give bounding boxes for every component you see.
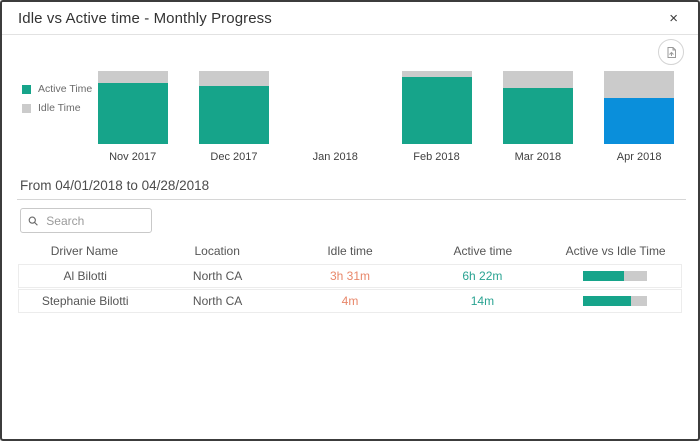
idle-time-cell: 4m [341, 294, 359, 308]
table-header-row: Driver Name Location Idle time Active ti… [18, 240, 682, 262]
chart-category-label: Apr 2018 [616, 151, 662, 163]
period-heading: From 04/01/2018 to 04/28/2018 [20, 178, 210, 193]
bar-stack [502, 71, 573, 144]
divider [17, 199, 686, 200]
driver-name-cell: Al Bilotti [63, 269, 107, 283]
column-header-driver-name: Driver Name [50, 244, 119, 258]
active-bar-segment[interactable] [198, 86, 269, 144]
chart-bar-group: Dec 2017 [183, 71, 284, 163]
progress-fill [582, 271, 625, 281]
search-input[interactable] [44, 212, 144, 229]
legend-label: Active Time [38, 83, 93, 95]
chart-bar-group: Nov 2017 [82, 71, 183, 163]
chart-category-label: Jan 2018 [312, 151, 358, 163]
column-header-active-vs-idle: Active vs Idle Time [565, 244, 666, 258]
chart-bar-group: Apr 2018 [588, 71, 689, 163]
idle-bar-segment[interactable] [604, 71, 675, 99]
chart-bar-group: Jan 2018 [285, 71, 386, 163]
bar-stack [300, 71, 370, 144]
active-bar-segment[interactable] [604, 98, 675, 144]
chart-category-label: Dec 2017 [210, 151, 258, 163]
idle-bar-segment[interactable] [502, 71, 573, 88]
active-bar-segment[interactable] [502, 87, 573, 144]
monthly-progress-bar-chart: Nov 2017 Dec 2017 Jan 2018 Feb 2018 Mar 2018… [82, 71, 690, 163]
active-vs-idle-progress-bar [582, 296, 647, 306]
legend-item-active-time[interactable]: Active Time [22, 83, 92, 95]
progress-fill [582, 296, 632, 306]
column-header-location: Location [194, 244, 240, 258]
chart-legend: Active Time Idle Time [22, 83, 92, 114]
chart-bar-group: Mar 2018 [487, 71, 588, 163]
active-bar-segment[interactable] [97, 83, 168, 144]
active-time-cell: 6h 22m [462, 269, 503, 283]
idle-bar-segment[interactable] [198, 71, 269, 87]
chart-bar-group: Feb 2018 [386, 71, 487, 163]
legend-label: Idle Time [38, 102, 81, 114]
location-cell: North CA [192, 294, 243, 308]
idle-time-cell: 3h 31m [329, 269, 370, 283]
export-report-button[interactable] [658, 39, 684, 65]
column-header-idle-time: Idle time [327, 244, 373, 258]
driver-name-cell: Stephanie Bilotti [41, 294, 129, 308]
table-row[interactable]: Stephanie Bilotti North CA 4m 14m [18, 289, 682, 313]
table-body: Al Bilotti North CA 3h 31m 6h 22m Stephanie … [18, 264, 682, 314]
bar-stack [198, 71, 269, 144]
bar-stack [401, 71, 472, 144]
chart-category-label: Feb 2018 [413, 151, 460, 163]
search-box[interactable] [20, 208, 152, 233]
active-time-swatch [22, 84, 31, 94]
search-icon [28, 216, 38, 226]
active-vs-idle-cell [549, 271, 681, 281]
bar-stack [97, 71, 168, 144]
active-vs-idle-cell [549, 296, 681, 306]
legend-item-idle-time[interactable]: Idle Time [22, 102, 92, 114]
idle-time-swatch [22, 103, 31, 113]
dialog-header: Idle vs Active time - Monthly Progress × [2, 2, 698, 35]
chart-category-label: Mar 2018 [514, 151, 562, 163]
active-vs-idle-progress-bar [582, 271, 647, 281]
table-row[interactable]: Al Bilotti North CA 3h 31m 6h 22m [18, 264, 682, 288]
chart-category-label: Nov 2017 [109, 151, 157, 163]
close-icon[interactable]: × [669, 9, 678, 27]
active-time-cell: 14m [470, 294, 495, 308]
dialog-title: Idle vs Active time - Monthly Progress [18, 9, 272, 27]
active-bar-segment[interactable] [401, 76, 472, 144]
idle-bar-segment[interactable] [401, 71, 472, 77]
location-cell: North CA [192, 269, 243, 283]
bar-stack [604, 71, 675, 144]
column-header-active-time: Active time [453, 244, 513, 258]
idle-bar-segment[interactable] [97, 71, 168, 84]
export-report-icon [667, 46, 676, 58]
